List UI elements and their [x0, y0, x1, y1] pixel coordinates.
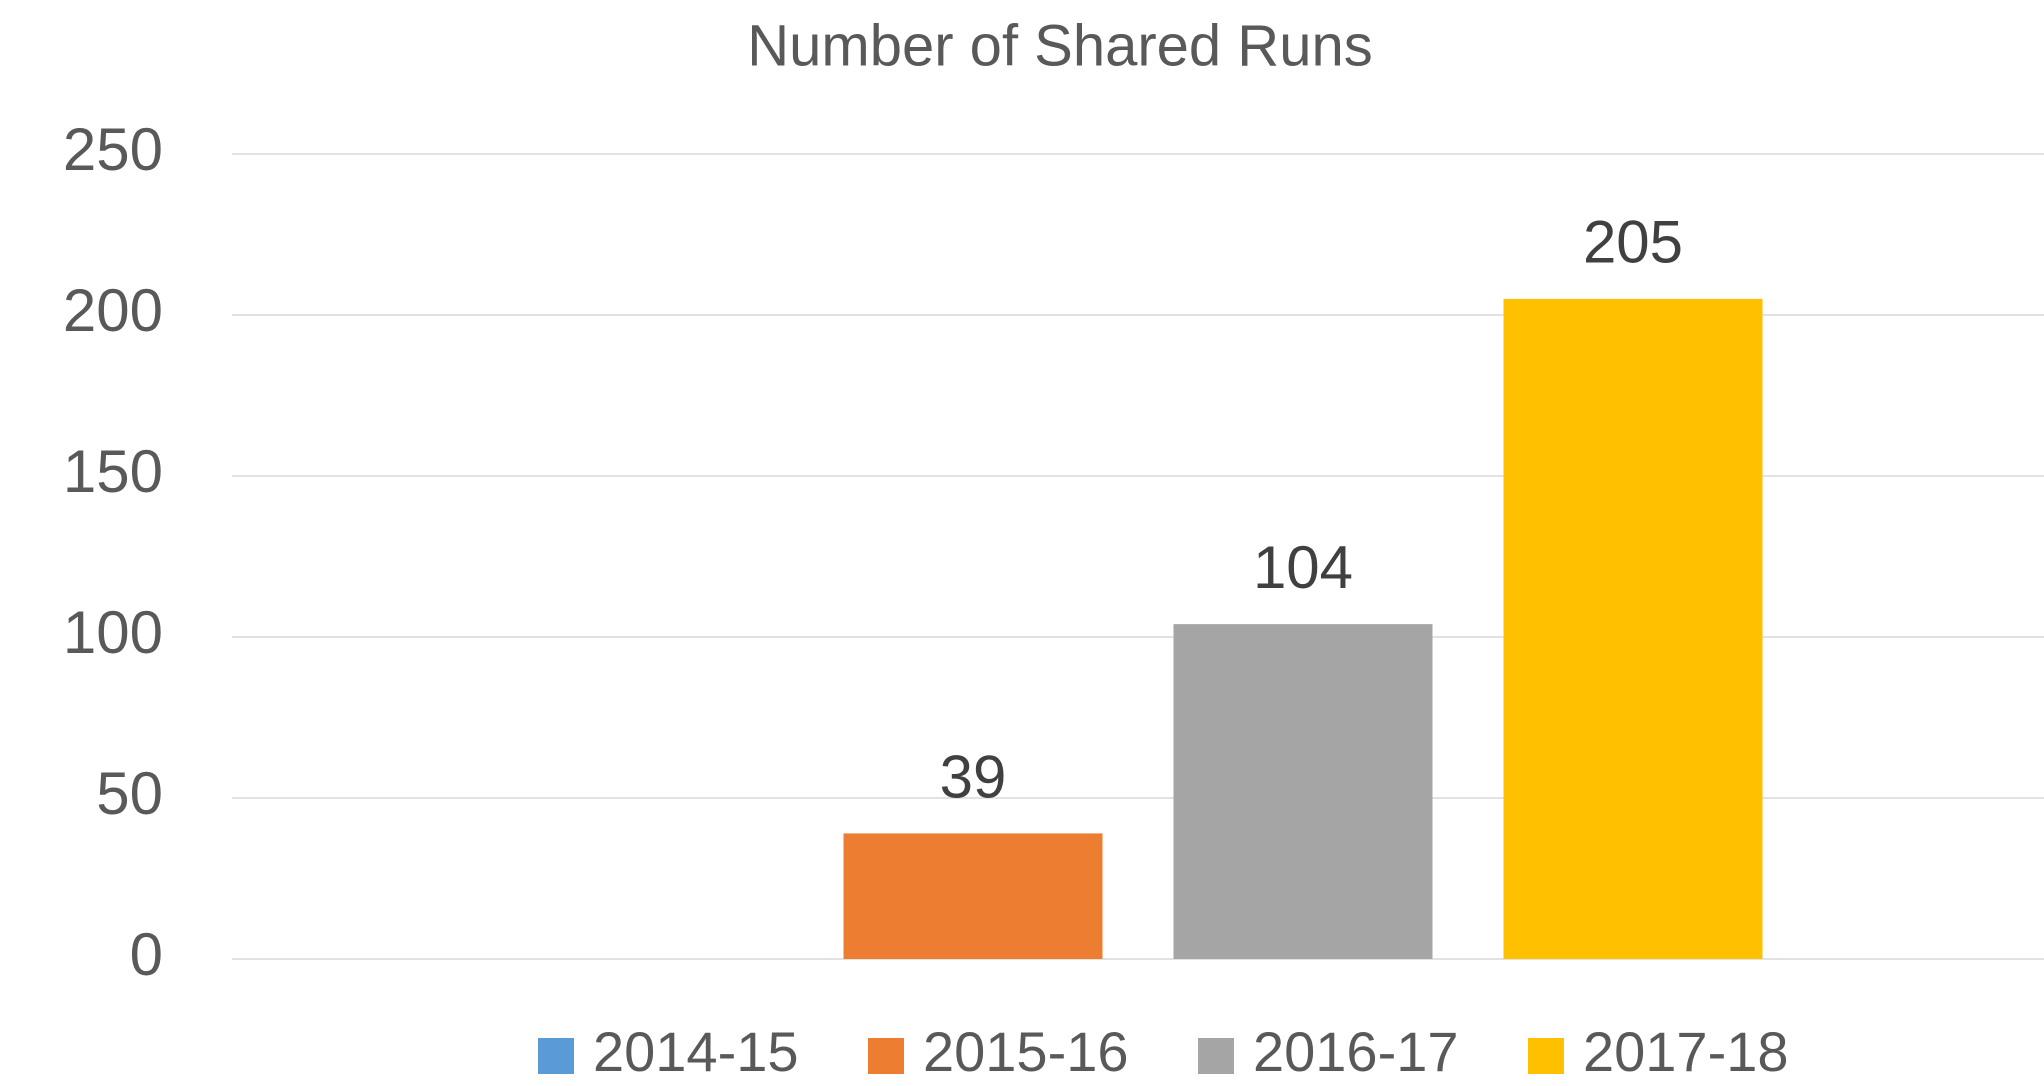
legend-label: 2015-16: [923, 1020, 1129, 1083]
y-tick-label: 150: [63, 438, 163, 505]
data-label: 205: [1583, 209, 1683, 276]
y-tick-label: 50: [96, 760, 163, 827]
bar: [843, 833, 1103, 959]
legend-label: 2014-15: [593, 1020, 799, 1083]
bar: [1173, 624, 1433, 959]
legend-swatch: [1528, 1038, 1564, 1074]
y-tick-label: 100: [63, 599, 163, 666]
bar: [1503, 298, 1763, 959]
legend-label: 2016-17: [1253, 1020, 1459, 1083]
data-label: 104: [1253, 534, 1353, 601]
legend-swatch: [538, 1038, 574, 1074]
y-tick-label: 0: [130, 921, 163, 988]
y-tick-label: 250: [63, 116, 163, 183]
legend-swatch: [1198, 1038, 1234, 1074]
legend-label: 2017-18: [1583, 1020, 1789, 1083]
chart-title: Number of Shared Runs: [747, 13, 1372, 78]
y-tick-label: 200: [63, 277, 163, 344]
data-label: 39: [940, 743, 1007, 810]
legend-swatch: [868, 1038, 904, 1074]
